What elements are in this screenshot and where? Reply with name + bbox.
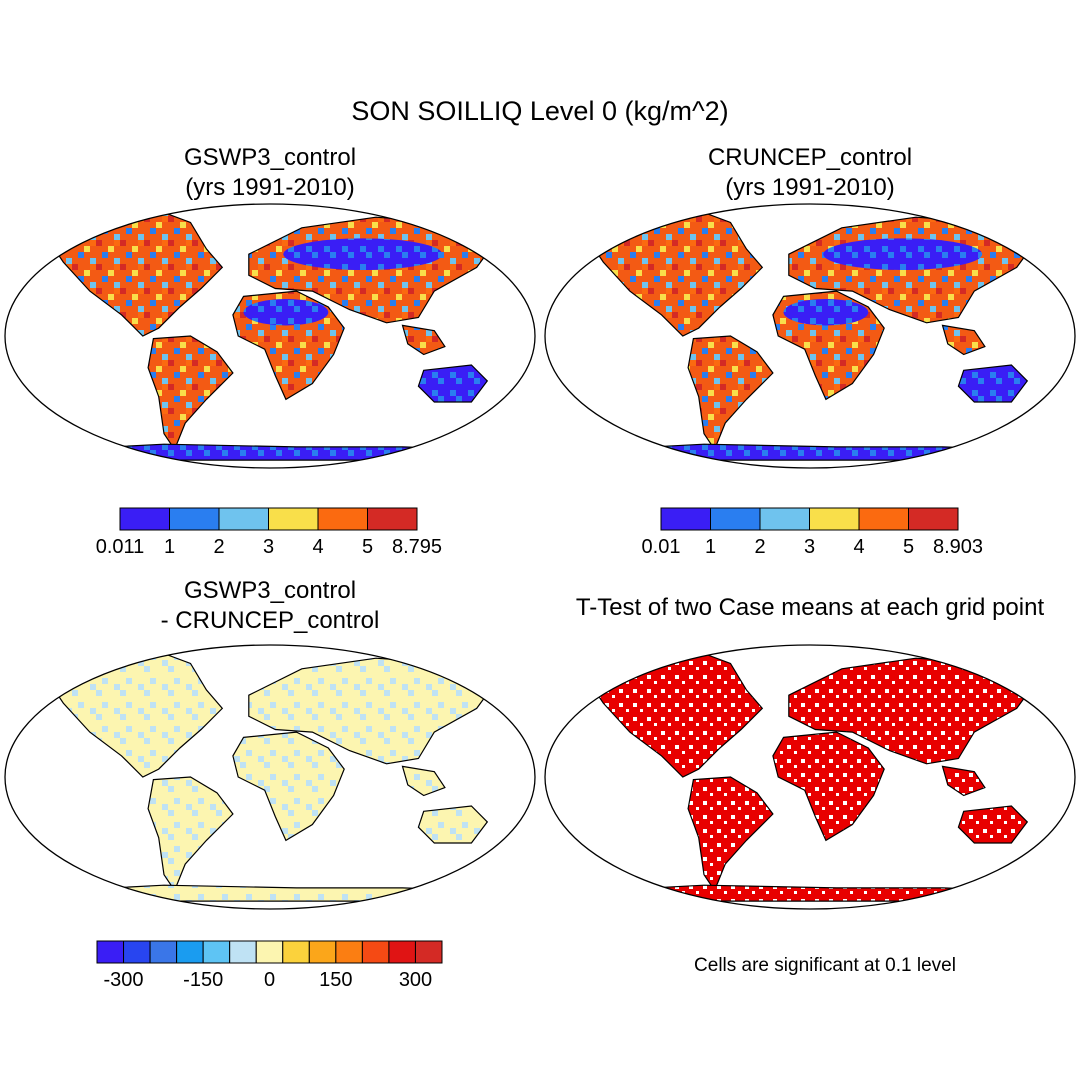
land-australia [417,364,489,403]
colorbar-swatch [255,940,284,964]
panel-gswp3: GSWP3_control (yrs 1991-2010) [4,144,536,469]
colorbar-swatch [367,507,418,531]
colorbar-label: 150 [319,969,352,991]
colorbar-swatch [710,507,761,531]
colorbar-label: 5 [362,536,373,558]
map-outline [4,203,536,469]
colorbar-label: 3 [263,536,274,558]
map-area [545,204,1075,468]
colorbar-swatch [123,940,151,964]
colorbar-swatch [388,940,416,964]
colorbar-swatch [809,507,860,531]
map-outline [544,644,1076,910]
panel-ttest: T-Test of two Case means at each grid po… [544,594,1076,910]
colorbar-label: 3 [804,536,815,558]
land-samerica [687,335,774,451]
colorbar-label: 4 [312,536,323,558]
land-samerica [147,776,234,892]
panel-title-line: (yrs 1991-2010) [185,174,354,201]
colorbar-swatch [202,940,231,964]
land-australia [957,364,1029,403]
land-australia [417,805,489,844]
colorbar-swatch [361,940,390,964]
colorbar-label: 4 [853,536,864,558]
colorbar-label: 2 [754,536,765,558]
panel-title-line: GSWP3_control [184,577,356,604]
map-area [545,645,1075,909]
colorbar-label: 1 [705,536,716,558]
colorbar-swatch [660,507,711,531]
map-outline [4,644,536,910]
colorbar-difference: -300 -150 0 150 300 [96,940,443,991]
land-seasia [401,765,446,797]
colorbar-label: -150 [183,969,223,991]
panel-title-line: - CRUNCEP_control [161,607,380,634]
colorbar-swatch [119,507,170,531]
colorbar-swatch [149,940,178,964]
panel-difference: GSWP3_control - CRUNCEP_control [4,577,536,910]
land-sahara [243,299,329,326]
panel-title-line: T-Test of two Case means at each grid po… [576,594,1045,621]
colorbar-swatch [908,507,959,531]
colorbar-label: -300 [103,969,143,991]
colorbar-label: 5 [903,536,914,558]
colorbar-swatch [308,940,337,964]
land-seasia [941,324,986,356]
colorbar-swatch [414,940,443,964]
ttest-note: Cells are significant at 0.1 level [694,955,956,976]
land-australia [957,805,1029,844]
colorbar-swatch [218,507,269,531]
colorbar-swatch [176,940,204,964]
land-samerica [147,335,234,451]
land-sahara [783,299,869,326]
colorbar-cruncep: 0.01 1 2 3 4 5 8.903 [642,507,983,558]
land-seasia [401,324,446,356]
colorbar-label: 2 [213,536,224,558]
figure-title: SON SOILLIQ Level 0 (kg/m^2) [351,96,728,126]
panel-cruncep: CRUNCEP_control (yrs 1991-2010) [544,144,1076,469]
colorbar-label: 0.011 [96,536,145,558]
colorbar-swatch [759,507,810,531]
colorbar-swatch [335,940,363,964]
colorbar-gswp3: 0.011 1 2 3 4 5 8.795 [96,507,442,558]
panel-title-line: (yrs 1991-2010) [725,174,894,201]
colorbar-swatch [317,507,368,531]
colorbar-label: 0 [264,969,275,991]
land-seasia [941,765,986,797]
land-africa [232,731,345,842]
land-samerica [687,776,774,892]
colorbar-swatch [229,940,257,964]
colorbar-swatch [268,507,319,531]
map-area [5,204,535,468]
land-africa [772,731,885,842]
colorbar-label: 1 [164,536,175,558]
map-area [5,645,535,909]
colorbar-label: 8.903 [933,536,983,558]
colorbar-label: 300 [399,969,432,991]
land-siberia [283,238,443,270]
colorbar-swatch [169,507,220,531]
colorbar-label: 8.795 [392,536,442,558]
colorbar-swatch [858,507,909,531]
land-siberia [823,238,983,270]
colorbar-swatch [96,940,125,964]
colorbar-label: 0.01 [642,536,681,558]
map-outline [544,203,1076,469]
colorbar-swatch [282,940,310,964]
panel-title-line: CRUNCEP_control [708,144,912,171]
panel-title-line: GSWP3_control [184,144,356,171]
